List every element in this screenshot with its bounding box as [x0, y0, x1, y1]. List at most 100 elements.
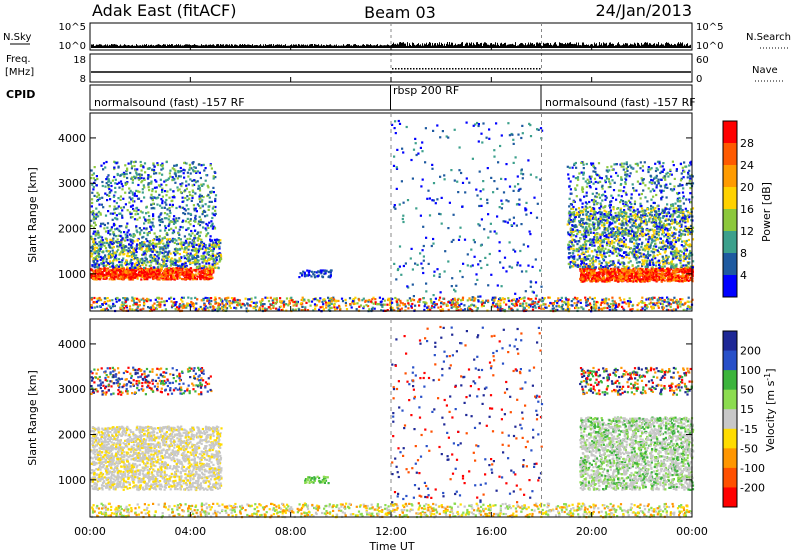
- noise-sample: [502, 44, 503, 48]
- noise-sample: [578, 42, 579, 48]
- echo-cell: [104, 277, 107, 280]
- nave-sample: [503, 68, 505, 70]
- echo-cell: [102, 256, 105, 259]
- echo-cell: [620, 272, 623, 275]
- noise-sample: [192, 45, 193, 48]
- echo-cell: [194, 220, 197, 223]
- echo-cell: [219, 253, 222, 256]
- echo-cell: [582, 272, 585, 276]
- echo-cell: [645, 259, 648, 262]
- echo-cell: [636, 208, 639, 211]
- echo-cell: [198, 189, 202, 192]
- echo-cell: [176, 276, 179, 279]
- noise-sample: [532, 42, 533, 48]
- echo-cell: [161, 220, 164, 224]
- noise-sample: [261, 45, 262, 48]
- echo-cell: [118, 212, 122, 215]
- echo-cell: [211, 257, 214, 260]
- echo-cell: [669, 234, 672, 237]
- echo-cell: [204, 274, 207, 277]
- echo-cell: [620, 211, 623, 214]
- echo-cell: [149, 259, 152, 262]
- echo-cell: [145, 237, 148, 241]
- echo-cell: [668, 273, 671, 276]
- echo-cell: [641, 264, 644, 268]
- echo-cell: [182, 219, 185, 222]
- noise-sample: [450, 44, 451, 48]
- echo-cell: [202, 266, 205, 269]
- echo-cell: [146, 270, 149, 273]
- echo-cell: [142, 166, 145, 169]
- echo-cell: [216, 266, 219, 269]
- echo-cell: [592, 216, 595, 219]
- echo-cell: [633, 256, 636, 259]
- echo-cell: [148, 189, 151, 192]
- echo-cell: [635, 256, 638, 260]
- noise-sample: [376, 44, 377, 48]
- echo-cell: [652, 273, 655, 276]
- echo-cell: [605, 215, 609, 218]
- echo-cell: [98, 203, 101, 206]
- echo-cell: [170, 267, 173, 270]
- echo-cell: [153, 238, 156, 241]
- echo-cell: [129, 171, 132, 175]
- noise-sample: [379, 45, 380, 48]
- echo-cell: [123, 175, 126, 178]
- echo-cell: [679, 278, 682, 282]
- echo-cell: [132, 273, 135, 276]
- echo-cell: [209, 190, 212, 194]
- echo-cell: [212, 213, 215, 216]
- echo-cell: [171, 274, 175, 277]
- echo-cell: [152, 162, 155, 165]
- echo-cell: [104, 166, 107, 169]
- echo-cell: [679, 237, 682, 241]
- echo-cell: [195, 258, 198, 261]
- echo-cell: [178, 257, 181, 260]
- echo-cell: [117, 265, 120, 268]
- echo-cell: [588, 264, 591, 267]
- echo-cell: [676, 270, 679, 273]
- noise-sample: [439, 42, 440, 48]
- noise-sample: [649, 43, 650, 48]
- echo-cell: [91, 191, 94, 194]
- nave-sample: [434, 68, 436, 70]
- echo-cell: [648, 217, 651, 220]
- echo-cell: [181, 278, 184, 281]
- echo-cell: [157, 263, 161, 266]
- echo-cell: [623, 244, 626, 247]
- noise-sample: [424, 43, 425, 48]
- echo-cell: [136, 264, 139, 267]
- echo-cell: [97, 277, 100, 281]
- echo-cell: [149, 276, 152, 279]
- echo-cell: [109, 256, 112, 259]
- noise-sample: [613, 43, 614, 48]
- echo-cell: [677, 273, 680, 276]
- echo-cell: [155, 262, 158, 265]
- noise-sample: [137, 45, 138, 48]
- noise-sample: [266, 45, 267, 48]
- nave-sample: [461, 68, 463, 70]
- echo-cell: [601, 280, 604, 283]
- echo-cell: [621, 215, 624, 218]
- echo-cell: [151, 250, 154, 253]
- echo-cell: [215, 246, 218, 249]
- echo-cell: [173, 263, 176, 266]
- echo-cell: [143, 259, 146, 263]
- echo-cell: [181, 267, 184, 270]
- echo-cell: [131, 204, 134, 207]
- echo-cell: [163, 236, 166, 239]
- echo-cell: [161, 239, 164, 242]
- noise-sample: [263, 44, 264, 48]
- noise-sample: [575, 44, 576, 48]
- echo-cell: [130, 258, 133, 261]
- echo-cell: [208, 196, 211, 199]
- echo-cell: [625, 245, 628, 249]
- echo-cell: [660, 241, 664, 244]
- echo-cell: [615, 239, 618, 242]
- echo-cell: [175, 273, 178, 276]
- noise-sample: [510, 44, 511, 48]
- echo-cell: [192, 249, 195, 252]
- echo-cell: [182, 272, 185, 275]
- echo-cell: [195, 278, 198, 281]
- echo-cell: [207, 250, 210, 253]
